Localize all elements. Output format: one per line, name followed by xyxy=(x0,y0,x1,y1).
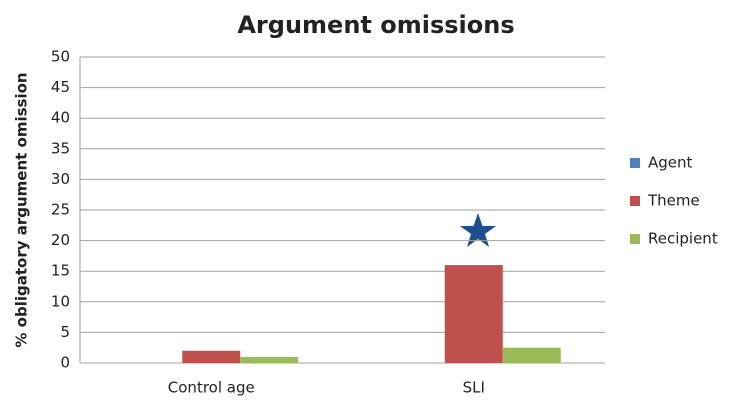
y-tick-label: 50 xyxy=(51,48,70,66)
y-tick-label: 20 xyxy=(51,231,70,249)
y-tick-label: 5 xyxy=(60,323,70,341)
legend-label: Recipient xyxy=(648,230,718,248)
y-tick-label: 10 xyxy=(51,292,70,310)
legend-swatch xyxy=(630,158,640,168)
y-tick-label: 25 xyxy=(51,201,70,219)
y-tick-label: 15 xyxy=(51,262,70,280)
legend-label: Agent xyxy=(648,154,693,172)
y-tick-label: 30 xyxy=(51,170,70,188)
y-tick-label: 35 xyxy=(51,139,70,157)
bar xyxy=(444,265,503,363)
significance-star xyxy=(460,213,496,247)
x-tick-label: SLI xyxy=(463,379,485,397)
x-tick-label: Control age xyxy=(168,379,255,397)
y-tick-label: 0 xyxy=(60,354,70,372)
legend-swatch xyxy=(630,234,640,244)
y-tick-label: 40 xyxy=(51,109,70,127)
legend-swatch xyxy=(630,196,640,206)
y-tick-label: 45 xyxy=(51,78,70,96)
bar xyxy=(502,347,561,363)
legend-label: Theme xyxy=(647,192,700,210)
bar xyxy=(240,356,299,363)
bar xyxy=(182,350,241,363)
y-axis-title: % obligatory argument omission xyxy=(13,72,31,347)
chart-title: Argument omissions xyxy=(237,11,514,39)
